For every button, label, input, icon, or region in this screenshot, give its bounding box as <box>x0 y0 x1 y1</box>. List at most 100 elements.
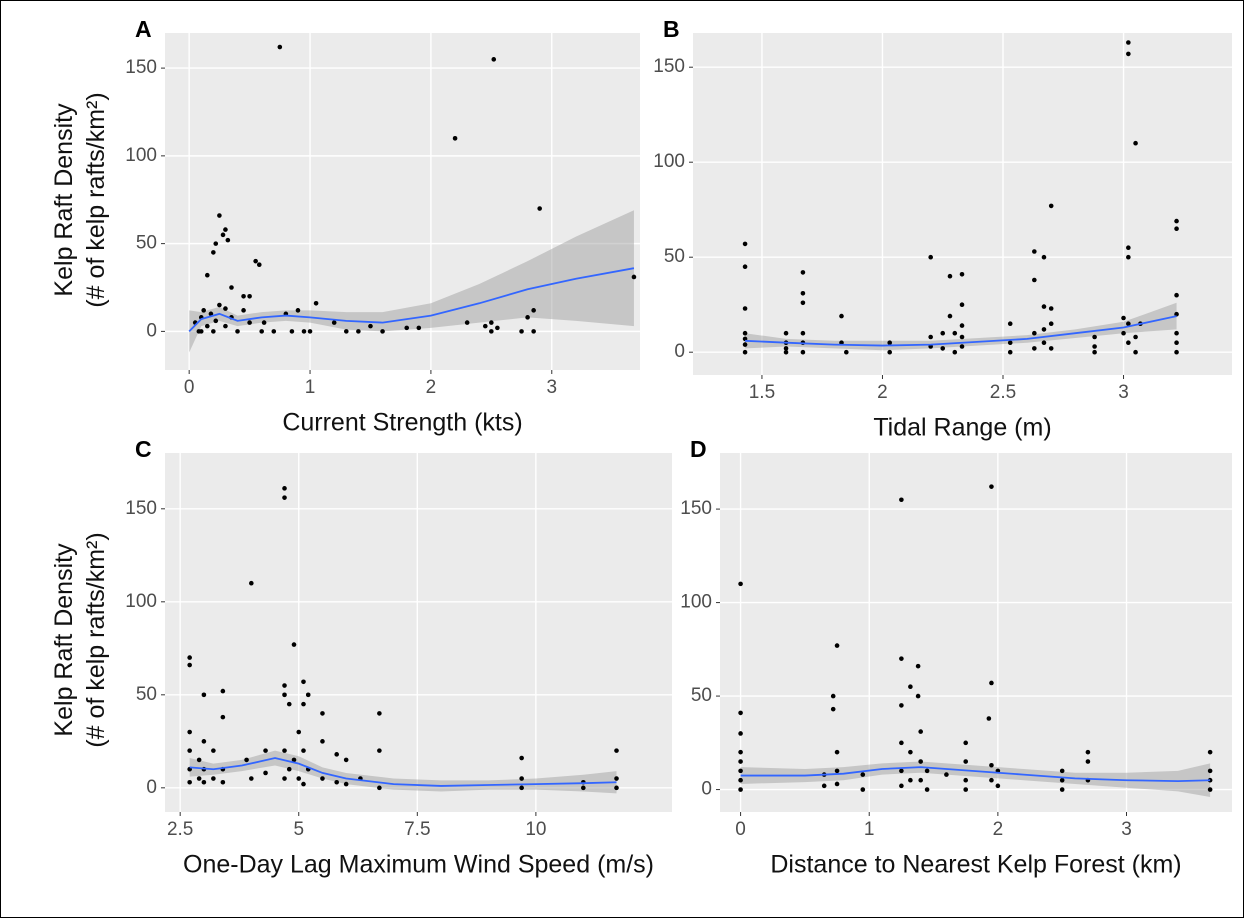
data-point <box>924 768 930 774</box>
x-tick-label: 10 <box>525 819 546 840</box>
y-tick-label: 50 <box>136 233 157 254</box>
data-point <box>531 308 536 313</box>
data-point <box>368 323 373 329</box>
data-point <box>1174 311 1179 317</box>
x-tick-label: 2 <box>426 377 437 398</box>
data-point <box>223 227 228 232</box>
x-axis-title: Tidal Range (m) <box>873 414 1051 442</box>
data-point <box>196 757 202 763</box>
data-point <box>305 692 311 698</box>
data-point <box>952 330 958 336</box>
x-tick-label: 2 <box>993 819 1004 840</box>
data-point <box>1041 327 1047 332</box>
data-point <box>959 344 965 349</box>
data-point <box>1126 254 1131 260</box>
data-point <box>887 340 893 346</box>
data-point <box>738 710 743 716</box>
data-point <box>1092 349 1097 355</box>
data-point <box>1059 777 1065 783</box>
data-point <box>959 323 965 328</box>
data-point <box>241 293 246 299</box>
data-point <box>213 241 219 246</box>
y-axis-title: Kelp Raft Density (# of kelp rafts/km²) <box>50 532 110 747</box>
confidence-band <box>189 750 617 794</box>
data-point <box>947 313 953 319</box>
data-point <box>614 776 619 781</box>
data-point <box>295 308 301 313</box>
data-point <box>1126 40 1131 45</box>
data-point <box>581 785 586 791</box>
data-point <box>208 311 214 317</box>
data-point <box>928 254 933 260</box>
data-point <box>1085 749 1091 755</box>
data-point <box>1174 349 1179 355</box>
data-point <box>1174 330 1179 336</box>
data-point <box>989 762 994 768</box>
y-tick-label: 0 <box>701 779 712 800</box>
data-point <box>1126 321 1131 327</box>
data-point <box>220 779 226 785</box>
data-point <box>899 783 904 789</box>
data-point <box>834 768 840 774</box>
smooth-line <box>745 315 1177 347</box>
smooth-line <box>188 267 635 333</box>
data-point <box>738 581 743 587</box>
data-point <box>1121 315 1126 321</box>
data-point <box>249 776 254 781</box>
data-point <box>282 692 287 698</box>
data-point <box>489 329 494 334</box>
data-point <box>301 781 306 787</box>
data-point <box>834 749 840 755</box>
data-point <box>271 329 277 334</box>
data-point <box>220 232 226 238</box>
panel-label: C <box>135 436 152 462</box>
x-tick-label: 7.5 <box>404 819 430 840</box>
data-point <box>1174 218 1179 224</box>
x-tick-label: 2 <box>877 382 888 403</box>
data-point <box>244 757 249 763</box>
data-point <box>291 757 297 763</box>
x-tick-label: 1 <box>864 819 875 840</box>
y-tick-label: 0 <box>146 777 157 798</box>
data-point <box>908 777 913 783</box>
data-point <box>800 291 806 296</box>
data-point <box>495 325 500 331</box>
data-point <box>738 787 743 792</box>
data-point <box>918 729 923 734</box>
data-point <box>225 237 231 243</box>
data-point <box>247 320 252 325</box>
data-point <box>201 308 206 313</box>
y-tick-label: 50 <box>664 246 685 267</box>
data-point <box>277 44 283 50</box>
data-point <box>263 748 268 753</box>
data-point <box>1059 768 1065 774</box>
data-point <box>1059 787 1065 792</box>
data-point <box>261 320 267 325</box>
data-point <box>614 748 619 753</box>
panel-label: A <box>135 16 152 42</box>
data-point <box>995 783 1001 789</box>
data-point <box>286 766 292 772</box>
data-point <box>301 748 306 753</box>
data-point <box>519 755 524 761</box>
y-axis-title: Kelp Raft Density (# of kelp rafts/km²) <box>50 92 110 307</box>
data-point <box>211 776 216 781</box>
y-tick-label: 150 <box>125 498 157 519</box>
data-point <box>834 643 840 648</box>
data-point <box>1048 321 1054 327</box>
x-tick-label: 1 <box>305 377 316 398</box>
data-point <box>1048 306 1054 311</box>
data-point <box>915 693 921 699</box>
data-point <box>908 749 913 755</box>
data-point <box>1174 226 1179 231</box>
data-point <box>742 342 748 347</box>
smooth-line <box>740 766 1211 783</box>
data-point <box>253 258 258 264</box>
data-point <box>263 770 268 776</box>
data-point <box>320 739 325 744</box>
data-point <box>1048 346 1054 351</box>
plot-background <box>165 33 640 370</box>
data-point <box>783 346 789 351</box>
panel-label: D <box>690 436 707 462</box>
data-point <box>331 320 337 325</box>
